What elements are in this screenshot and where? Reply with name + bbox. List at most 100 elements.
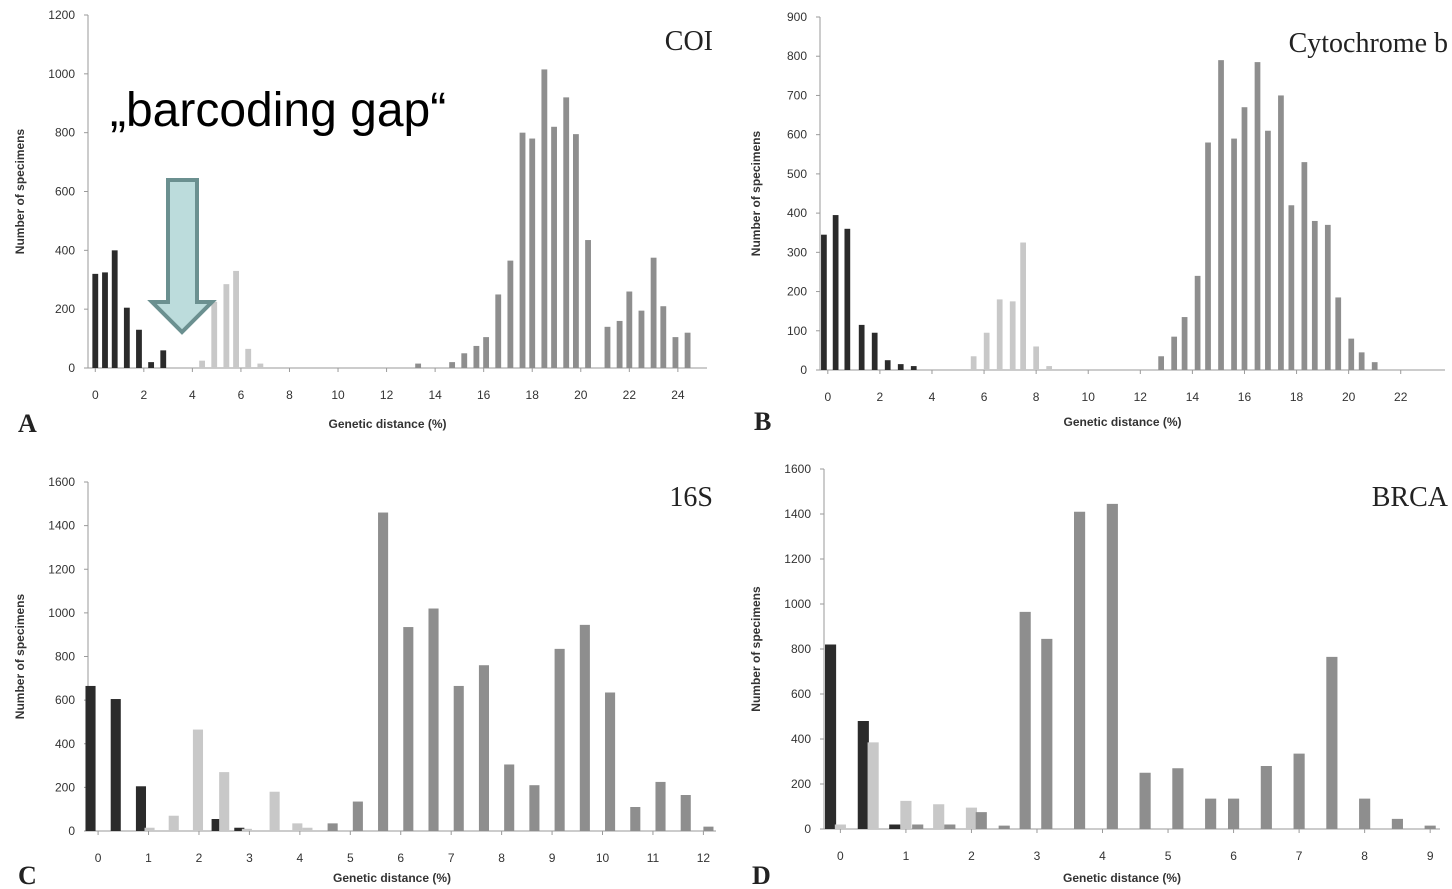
intrageneric-bar bbox=[269, 791, 280, 831]
x-tick-label: 6 bbox=[981, 390, 988, 404]
intraspecific-bar bbox=[832, 215, 839, 370]
intergeneric-bar bbox=[605, 692, 616, 831]
y-tick-label: 1600 bbox=[48, 475, 75, 489]
y-axis-title: Number of specimens bbox=[749, 586, 763, 712]
intraspecific-bar bbox=[234, 827, 245, 831]
x-tick-label: 2 bbox=[140, 388, 147, 402]
intraspecific-bar bbox=[85, 685, 96, 831]
intergeneric-bar bbox=[585, 240, 591, 368]
intergeneric-bar bbox=[415, 363, 422, 368]
intergeneric-bar bbox=[504, 764, 515, 831]
intergeneric-bar bbox=[1181, 317, 1188, 370]
intergeneric-bar bbox=[660, 306, 667, 368]
intergeneric-bar bbox=[1158, 356, 1165, 370]
intergeneric-bar bbox=[573, 134, 579, 368]
intrageneric-bar bbox=[1046, 366, 1053, 370]
intergeneric-bar bbox=[1241, 107, 1248, 370]
intrageneric-bar bbox=[1009, 301, 1016, 370]
x-tick-label: 3 bbox=[1034, 849, 1041, 863]
intergeneric-bar bbox=[975, 812, 987, 829]
intergeneric-bar bbox=[428, 608, 439, 831]
x-tick-label: 14 bbox=[428, 388, 442, 402]
intrageneric-bar bbox=[144, 827, 155, 831]
x-tick-label: 8 bbox=[1033, 390, 1040, 404]
x-tick-label: 4 bbox=[297, 851, 304, 865]
y-tick-label: 800 bbox=[55, 126, 75, 140]
intergeneric-bar bbox=[1231, 138, 1237, 370]
y-tick-label: 800 bbox=[787, 49, 807, 63]
intraspecific-bar bbox=[123, 307, 130, 368]
intergeneric-bar bbox=[461, 353, 468, 368]
intergeneric-bar bbox=[403, 627, 414, 831]
intergeneric-bar bbox=[352, 801, 363, 831]
x-tick-label: 10 bbox=[331, 388, 345, 402]
intergeneric-bar bbox=[554, 648, 565, 831]
intraspecific-bar bbox=[884, 360, 891, 370]
x-tick-label: 9 bbox=[1427, 849, 1434, 863]
panel-letter: C bbox=[18, 861, 37, 889]
intergeneric-bar bbox=[519, 132, 526, 368]
intergeneric-bar bbox=[1194, 275, 1201, 370]
intergeneric-bar bbox=[1041, 638, 1053, 829]
intraspecific-bar bbox=[92, 273, 99, 368]
y-tick-label: 1000 bbox=[48, 67, 75, 81]
intraspecific-bar bbox=[136, 329, 142, 368]
intergeneric-bar bbox=[1359, 798, 1371, 829]
intergeneric-bar bbox=[507, 260, 514, 368]
intrageneric-bar bbox=[219, 772, 230, 831]
x-tick-label: 11 bbox=[647, 851, 660, 865]
y-tick-label: 100 bbox=[787, 324, 807, 338]
intergeneric-bar bbox=[541, 69, 548, 368]
x-tick-label: 0 bbox=[95, 851, 102, 865]
intergeneric-bar bbox=[944, 824, 956, 829]
intergeneric-bar bbox=[1358, 352, 1365, 370]
intergeneric-bar bbox=[655, 781, 666, 831]
intergeneric-bar bbox=[327, 823, 338, 831]
intergeneric-bar bbox=[1324, 224, 1331, 370]
chart-title: COI bbox=[665, 26, 713, 57]
y-tick-label: 1200 bbox=[48, 562, 75, 576]
x-tick-label: 10 bbox=[1082, 390, 1096, 404]
intergeneric-bar bbox=[1172, 768, 1184, 829]
intrageneric-bar bbox=[900, 800, 912, 829]
intraspecific-bar bbox=[824, 644, 837, 829]
intergeneric-bar bbox=[473, 345, 480, 368]
intergeneric-bar bbox=[1228, 798, 1240, 829]
y-tick-label: 400 bbox=[791, 732, 811, 746]
intergeneric-bar bbox=[912, 824, 924, 829]
intergeneric-bar bbox=[529, 138, 536, 368]
intrageneric-bar bbox=[867, 742, 879, 829]
y-tick-label: 1400 bbox=[784, 507, 811, 521]
x-tick-label: 4 bbox=[1099, 849, 1106, 863]
intrageneric-bar bbox=[292, 823, 303, 831]
y-tick-label: 1600 bbox=[784, 462, 811, 476]
intergeneric-bar bbox=[495, 294, 502, 368]
intergeneric-bar bbox=[378, 512, 389, 831]
x-tick-label: 22 bbox=[623, 388, 637, 402]
intergeneric-bar bbox=[529, 785, 540, 831]
intergeneric-bar bbox=[1335, 297, 1342, 370]
panel-b-cytochrome-b: 0 100 200 300 400 500 600 700 800 900 0 2 4 6 8 10 12 14 1… bbox=[749, 10, 1448, 436]
intergeneric-bar bbox=[1371, 362, 1378, 370]
y-axis-title: Number of specimens bbox=[749, 130, 763, 256]
intergeneric-bar bbox=[1301, 162, 1308, 370]
intergeneric-bar bbox=[630, 807, 641, 831]
x-tick-label: 7 bbox=[448, 851, 455, 865]
panel-letter: B bbox=[754, 407, 771, 436]
intrageneric-bar bbox=[1020, 242, 1026, 370]
intergeneric-bar bbox=[1074, 511, 1086, 829]
chart-title: 16S bbox=[669, 482, 713, 513]
intrageneric-bar bbox=[223, 284, 230, 368]
x-tick-label: 8 bbox=[1361, 849, 1368, 863]
intrageneric-bar bbox=[834, 824, 846, 829]
intraspecific-bar bbox=[889, 824, 901, 829]
intrageneric-bar bbox=[233, 270, 239, 368]
intraspecific-bar bbox=[910, 366, 917, 370]
panel-letter: A bbox=[18, 409, 37, 438]
y-tick-label: 400 bbox=[55, 243, 75, 257]
intrageneric-bar bbox=[241, 828, 252, 831]
intergeneric-bar bbox=[650, 257, 657, 368]
intergeneric-bar bbox=[638, 310, 645, 368]
intergeneric-bar bbox=[478, 665, 490, 831]
